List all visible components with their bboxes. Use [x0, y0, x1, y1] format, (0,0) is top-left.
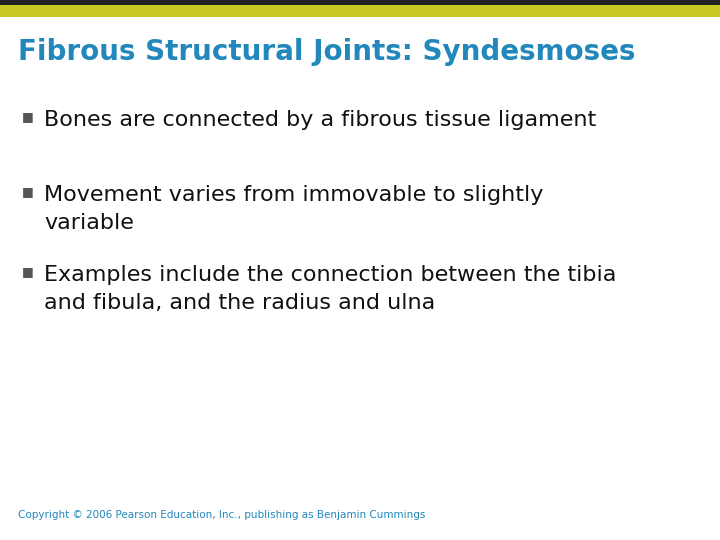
Text: Copyright © 2006 Pearson Education, Inc., publishing as Benjamin Cummings: Copyright © 2006 Pearson Education, Inc.… — [18, 510, 426, 520]
Text: ■: ■ — [22, 185, 34, 198]
Text: Movement varies from immovable to slightly
variable: Movement varies from immovable to slight… — [44, 185, 544, 233]
Bar — [0, 0, 720, 5]
Bar — [0, 5, 720, 17]
Text: Fibrous Structural Joints: Syndesmoses: Fibrous Structural Joints: Syndesmoses — [18, 38, 636, 66]
Text: Bones are connected by a fibrous tissue ligament: Bones are connected by a fibrous tissue … — [44, 110, 596, 130]
Text: ■: ■ — [22, 110, 34, 123]
Text: ■: ■ — [22, 265, 34, 278]
Text: Examples include the connection between the tibia
and fibula, and the radius and: Examples include the connection between … — [44, 265, 616, 313]
